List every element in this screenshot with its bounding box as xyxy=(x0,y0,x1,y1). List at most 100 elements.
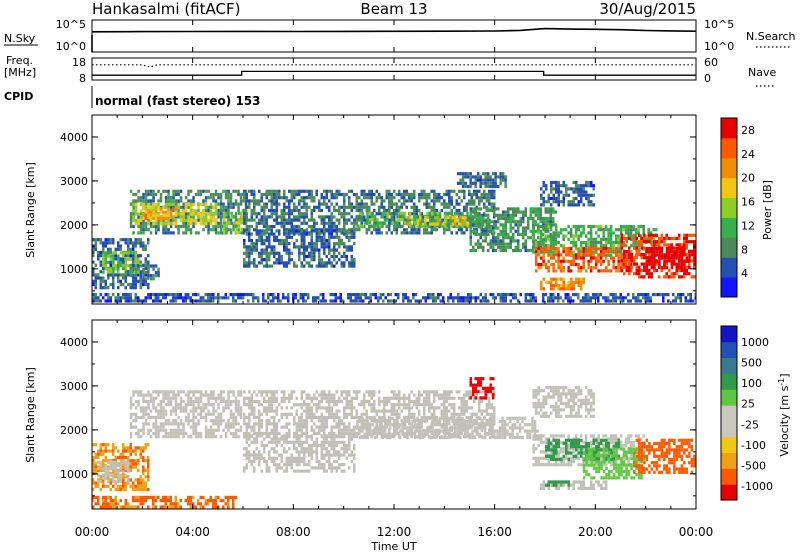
heat-cell-13 xyxy=(575,196,578,201)
heat-cell-19 xyxy=(237,293,240,297)
heat-cell-12 xyxy=(501,175,505,179)
heat-cell-8 xyxy=(330,229,333,233)
heat-cell-17 xyxy=(643,262,646,266)
heat-cell-8 xyxy=(300,232,303,236)
heat-cell-17 xyxy=(670,243,673,247)
heat-cell-14 xyxy=(574,234,578,238)
heat-cell-8 xyxy=(263,258,266,262)
heat-cell-6 xyxy=(240,221,243,225)
heat-cell-19 xyxy=(117,293,120,297)
heat-cell-17 xyxy=(688,262,691,266)
heat-cell-19 xyxy=(274,296,277,300)
heat-cell-19 xyxy=(264,299,267,303)
heat-cell-8 xyxy=(305,254,308,259)
heat-cell-19 xyxy=(287,293,290,297)
heat-cell-19 xyxy=(257,296,260,300)
heat-cell-0 xyxy=(94,238,97,242)
heat-cell-2 xyxy=(144,499,147,503)
heat-cell-3 xyxy=(129,212,133,216)
heat-cell-17 xyxy=(638,240,641,244)
heat-cell-7 xyxy=(310,196,313,200)
heat-cell-13 xyxy=(567,187,570,191)
heat-cell-13 xyxy=(540,187,543,191)
heat-cell-7 xyxy=(390,199,393,203)
heat-cell-11 xyxy=(539,242,542,246)
heat-cell-14 xyxy=(537,240,540,245)
heat-cell-7 xyxy=(338,192,341,197)
heat-cell-0 xyxy=(117,487,120,492)
heat-cell-7 xyxy=(420,192,423,197)
heat-cell-18 xyxy=(678,246,681,251)
heat-cell-17 xyxy=(623,236,626,241)
heat-cell-7 xyxy=(270,189,273,193)
heat-cell-7 xyxy=(475,192,478,197)
heat-cell-0 xyxy=(104,459,107,463)
heat-cell-15 xyxy=(549,246,553,251)
heat-cell-3 xyxy=(152,403,155,407)
heat-cell-3 xyxy=(157,435,160,439)
heat-cell-2 xyxy=(187,495,190,499)
heat-cell-0 xyxy=(132,276,135,280)
heat-cell-19 xyxy=(357,296,360,300)
heat-cell-14 xyxy=(609,231,613,235)
heat-cell-0 xyxy=(144,266,147,271)
heat-cell-19 xyxy=(177,296,180,300)
heat-cell-17 xyxy=(678,268,681,273)
heat-cell-12 xyxy=(491,181,495,185)
heat-cell-17 xyxy=(628,259,631,263)
heat-cell-0 xyxy=(137,238,140,242)
heat-cell-4 xyxy=(212,215,215,219)
heat-cell-7 xyxy=(350,205,353,209)
heat-cell-11 xyxy=(517,232,520,237)
heat-cell-3 xyxy=(214,224,218,229)
heat-cell-12 xyxy=(464,172,467,176)
heat-cell-0 xyxy=(107,238,110,242)
heat-cell-7 xyxy=(328,221,331,225)
heat-cell-19 xyxy=(452,299,455,303)
heat-cell-3 xyxy=(229,221,233,225)
heat-cell-1 xyxy=(104,264,108,268)
heat-cell-7 xyxy=(423,189,426,193)
heat-cell-2 xyxy=(197,502,200,506)
heat-cell-4 xyxy=(212,212,215,216)
heat-cell-11 xyxy=(529,229,532,233)
heat-cell-2 xyxy=(199,495,202,499)
heat-cell-14 xyxy=(584,240,588,245)
heat-cell-3 xyxy=(164,189,168,193)
heat-cell-3 xyxy=(182,435,185,439)
heat-cell-19 xyxy=(509,299,512,303)
heat-cell-18 xyxy=(658,259,661,263)
heat-cell-3 xyxy=(217,221,220,225)
heat-cell-7 xyxy=(378,212,381,216)
heat-cell-3 xyxy=(129,399,133,404)
heat-cell-19 xyxy=(339,296,342,300)
heat-cell-7 xyxy=(360,205,363,209)
heat-cell-17 xyxy=(648,259,651,263)
heat-cell-18 xyxy=(665,253,669,257)
heat-cell-3 xyxy=(164,431,168,436)
heat-cell-15 xyxy=(584,253,588,257)
heat-cell-17 xyxy=(658,275,661,279)
heat-cell-8 xyxy=(318,232,321,236)
heat-cell-19 xyxy=(232,293,235,297)
heat-cell-12 xyxy=(489,181,492,185)
heat-cell-8 xyxy=(300,264,303,268)
heat-cell-13 xyxy=(580,200,583,204)
heat-cell-8 xyxy=(340,254,343,259)
heat-cell-7 xyxy=(375,231,378,235)
heat-cell-3 xyxy=(137,415,140,420)
heat-cell-11 xyxy=(542,216,545,221)
heat-cell-7 xyxy=(445,218,448,222)
heat-cell-19 xyxy=(584,299,587,303)
heat-cell-11 xyxy=(499,242,502,246)
heat-cell-7 xyxy=(328,205,331,209)
heat-cell-17 xyxy=(653,268,656,273)
heat-cell-11 xyxy=(492,239,495,243)
heat-cell-7 xyxy=(415,212,418,216)
heat-cell-17 xyxy=(660,268,663,273)
heat-cell-4 xyxy=(189,206,193,210)
heat-cell-7 xyxy=(488,202,491,206)
heat-cell-8 xyxy=(265,248,268,252)
heat-cell-8 xyxy=(285,251,288,255)
heat-cell-17 xyxy=(653,233,656,237)
